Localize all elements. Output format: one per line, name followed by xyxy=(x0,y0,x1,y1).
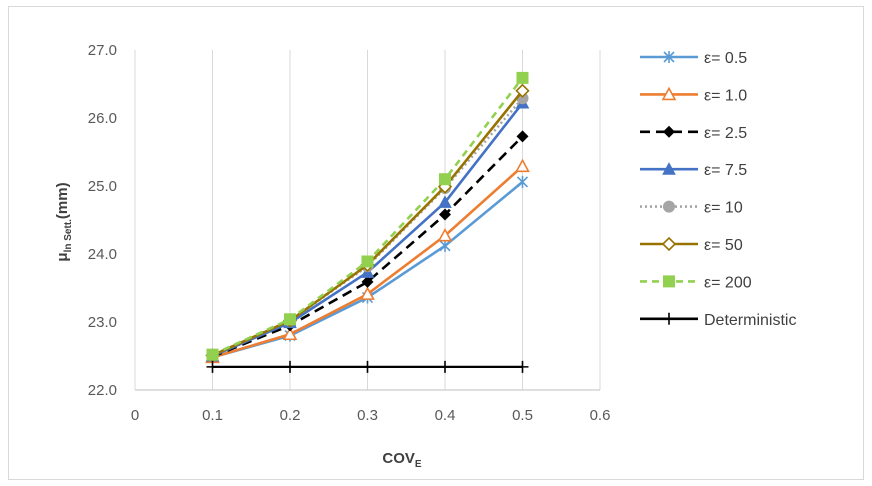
data-point xyxy=(438,195,452,208)
legend-marker xyxy=(663,51,675,63)
y-tick-label: 24.0 xyxy=(88,246,117,263)
series-7 xyxy=(206,71,529,361)
legend-item: ε= 200 xyxy=(640,274,752,291)
legend-marker xyxy=(663,200,675,213)
data-point xyxy=(439,208,451,221)
data-point xyxy=(439,173,451,186)
legend-item: ε= 7.5 xyxy=(640,162,747,179)
legend: ε= 0.5 ε= 1.0 ε= 2.5 ε= 7.5 ε= 10 ε= 50 ε= 200… xyxy=(640,50,796,329)
legend-label: ε= 200 xyxy=(704,274,752,291)
axes xyxy=(134,50,600,391)
legend-marker xyxy=(663,312,675,325)
data-point xyxy=(284,313,296,326)
legend-item: ε= 50 xyxy=(640,236,743,254)
data-point xyxy=(360,286,375,300)
data-point xyxy=(361,255,374,268)
legend-marker xyxy=(661,236,677,252)
y-tick-labels: 22.0 23.0 24.0 25.0 26.0 27.0 xyxy=(88,42,117,399)
chart-frame xyxy=(8,6,864,480)
series-line xyxy=(212,135,524,358)
y-tick-label: 22.0 xyxy=(88,382,117,399)
y-axis-title-main: μ xyxy=(54,252,71,261)
legend-item: Deterministic xyxy=(640,312,796,329)
data-point xyxy=(516,360,529,373)
data-point xyxy=(206,348,219,361)
x-axis-title-main: COV xyxy=(382,450,415,467)
data-point xyxy=(437,227,453,242)
x-axis-title: COVE xyxy=(382,450,422,470)
x-tick-label: 0.1 xyxy=(202,407,223,424)
data-point xyxy=(439,239,451,252)
data-point xyxy=(515,158,530,173)
data-point xyxy=(439,360,451,373)
x-tick-label: 0.6 xyxy=(590,407,611,424)
data-point xyxy=(516,130,529,143)
x-tick-labels: 0 0.1 0.2 0.3 0.4 0.5 0.6 xyxy=(131,407,611,424)
legend-item: ε= 1.0 xyxy=(640,86,747,104)
legend-marker xyxy=(662,162,676,175)
series-group xyxy=(205,71,530,373)
y-axis-title: μln Sett.(mm) xyxy=(54,182,74,261)
x-axis-title-sub: E xyxy=(415,459,422,470)
y-tick-label: 25.0 xyxy=(88,178,117,195)
legend-label: ε= 1.0 xyxy=(704,87,747,104)
x-tick-label: 0.3 xyxy=(357,407,378,424)
legend-marker xyxy=(663,125,675,138)
legend-label: Deterministic xyxy=(704,312,796,329)
data-point xyxy=(361,360,374,373)
legend-marker xyxy=(661,86,677,101)
y-tick-label: 23.0 xyxy=(88,314,117,331)
legend-item: ε= 10 xyxy=(640,200,743,217)
x-tick-label: 0.2 xyxy=(280,407,301,424)
y-tick-label: 27.0 xyxy=(88,42,117,59)
y-tick-label: 26.0 xyxy=(88,110,117,127)
legend-label: ε= 10 xyxy=(704,200,743,217)
data-point xyxy=(284,360,296,373)
x-tick-label: 0 xyxy=(131,407,139,424)
legend-label: ε= 7.5 xyxy=(704,162,747,179)
data-point xyxy=(516,175,529,188)
x-tick-label: 0.5 xyxy=(512,407,533,424)
series-8 xyxy=(206,360,529,373)
data-point xyxy=(282,326,298,341)
data-point xyxy=(515,83,530,98)
y-axis-title-sub: ln Sett. xyxy=(63,219,74,253)
legend-item: ε= 0.5 xyxy=(640,50,747,67)
y-axis-title-unit: (mm) xyxy=(54,182,71,219)
legend-label: ε= 2.5 xyxy=(704,125,747,142)
x-tick-label: 0.4 xyxy=(435,407,456,424)
data-point xyxy=(361,275,374,288)
legend-label: ε= 50 xyxy=(704,237,743,254)
data-point xyxy=(516,71,529,84)
data-point xyxy=(206,360,219,373)
legend-item: ε= 2.5 xyxy=(640,125,747,142)
legend-label: ε= 0.5 xyxy=(704,50,747,67)
legend-marker xyxy=(663,275,675,288)
